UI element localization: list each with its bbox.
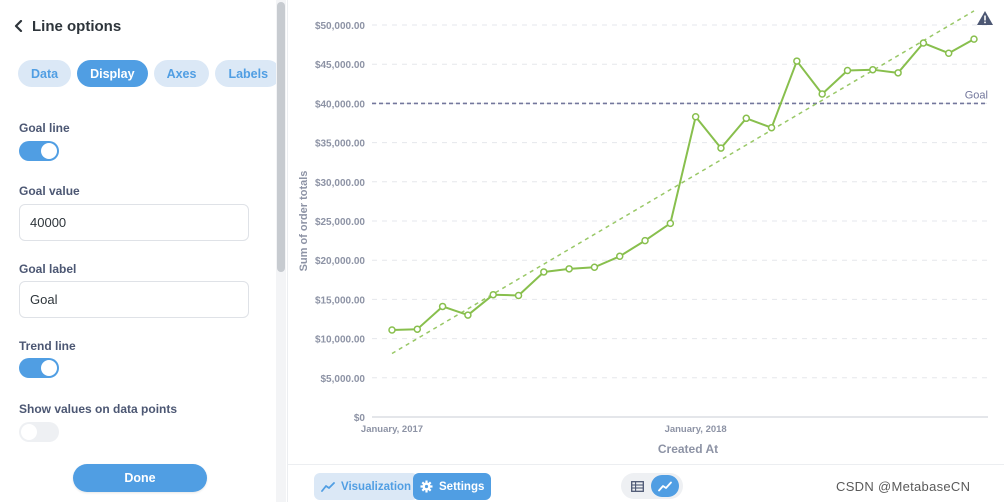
settings-button[interactable]: Settings [413, 473, 492, 500]
y-tick-label: $50,000.00 [315, 21, 365, 32]
goal-value-label: Goal value [19, 184, 80, 198]
settings-tabs: Data Display Axes Labels [18, 60, 282, 87]
y-tick-label: $35,000.00 [315, 139, 365, 150]
line-chart: $0 $5,000.00 $10,000.00 $15,000.00 $20,000.0… [288, 0, 1004, 464]
show-values-toggle[interactable] [19, 422, 59, 442]
toggle-knob [41, 360, 57, 376]
data-point [691, 112, 700, 121]
toggle-knob [21, 424, 37, 440]
tab-axes[interactable]: Axes [153, 60, 210, 87]
data-point [641, 236, 649, 245]
line-chart-svg: $0 $5,000.00 $10,000.00 $15,000.00 $20,000.0… [298, 10, 988, 456]
data-point [818, 90, 826, 98]
y-tick-label: $20,000.00 [315, 256, 365, 267]
line-chart-icon [658, 481, 672, 491]
data-point [793, 57, 801, 65]
data-point [540, 268, 548, 276]
data-point [615, 252, 624, 261]
trend-line [391, 10, 975, 355]
data-point [869, 65, 877, 74]
sidebar-title: Line options [32, 17, 122, 35]
sidebar-scrollbar[interactable] [276, 0, 286, 502]
x-axis-title: Created At [658, 442, 718, 456]
data-point [944, 49, 953, 57]
table-view-button[interactable] [623, 475, 651, 497]
visualization-label: Visualization [341, 480, 412, 493]
y-tick-label: $15,000.00 [315, 295, 365, 306]
data-point [894, 69, 902, 77]
y-tick-label: $45,000.00 [315, 60, 365, 71]
goal-value-input[interactable] [19, 204, 249, 241]
y-tick-label: $5,000.00 [321, 374, 366, 385]
x-tick-label: January, 2018 [665, 424, 727, 435]
data-point [489, 290, 497, 299]
data-point [843, 66, 852, 75]
toggle-knob [41, 143, 57, 159]
y-tick-label: $30,000.00 [315, 178, 365, 189]
data-point [970, 35, 978, 43]
chart-view-button[interactable] [651, 475, 679, 497]
table-chart-toggle [621, 473, 683, 499]
goal-label: Goal [965, 89, 988, 101]
chart-settings-sidebar: Line options Data Display Axes Labels Go… [0, 0, 288, 502]
trend-line-label: Trend line [19, 339, 76, 353]
data-point [388, 326, 396, 334]
gear-icon [420, 480, 433, 493]
done-button[interactable]: Done [73, 464, 207, 492]
data-point [413, 325, 422, 333]
y-tick-label: $0 [354, 413, 366, 424]
warning-icon[interactable] [976, 10, 994, 26]
goal-label-input[interactable] [19, 281, 249, 318]
line-chart-icon [321, 481, 335, 492]
data-point [767, 123, 776, 132]
y-axis-title: Sum of order totals [298, 171, 310, 272]
settings-label: Settings [439, 480, 485, 493]
data-point [717, 144, 725, 152]
y-tick-label: $25,000.00 [315, 217, 365, 228]
tab-data[interactable]: Data [18, 60, 72, 87]
data-point [438, 302, 447, 311]
data-point [590, 263, 599, 272]
show-values-label: Show values on data points [19, 402, 178, 416]
table-icon [630, 480, 644, 492]
chevron-left-icon [14, 16, 28, 36]
goal-label-label: Goal label [19, 262, 77, 276]
data-point [742, 114, 751, 123]
goal-line-label: Goal line [19, 121, 70, 135]
data-point [919, 39, 928, 47]
query-footer: Visualization Settings CSDN @MetabaseCN [288, 464, 1004, 502]
tab-display[interactable]: Display [77, 60, 148, 87]
back-to-line-options[interactable]: Line options [14, 16, 121, 36]
series-line [391, 38, 975, 331]
data-point [464, 311, 472, 319]
tab-labels[interactable]: Labels [215, 60, 282, 87]
trend-line-toggle[interactable] [19, 358, 59, 378]
y-tick-label: $10,000.00 [315, 335, 365, 346]
data-point [514, 291, 523, 300]
watermark-text: CSDN @MetabaseCN [836, 479, 971, 494]
visualization-button[interactable]: Visualization [314, 473, 419, 500]
scrollbar-thumb[interactable] [277, 2, 285, 272]
x-tick-label: January, 2017 [361, 424, 423, 435]
y-tick-label: $40,000.00 [315, 99, 365, 110]
goal-line-toggle[interactable] [19, 141, 59, 161]
data-point [666, 219, 675, 228]
data-point [565, 265, 573, 273]
